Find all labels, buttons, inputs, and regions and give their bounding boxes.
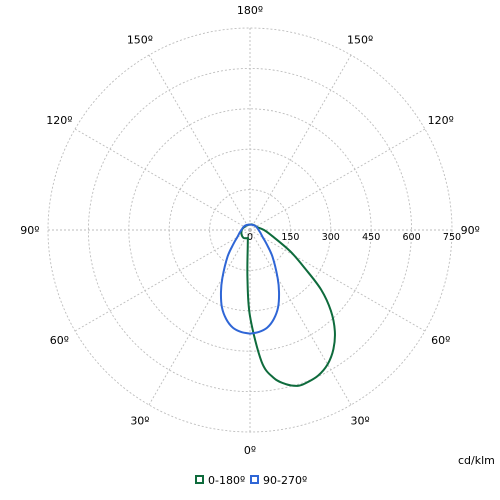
grid-spoke (249, 54, 352, 231)
radial-tick-label: 600 (403, 232, 421, 243)
angle-tick-label: 180º (237, 4, 263, 17)
angle-tick-label: 0º (244, 444, 256, 457)
legend-label: 0-180º (208, 474, 245, 487)
grid-spoke (148, 229, 251, 406)
grid-spoke (148, 54, 251, 231)
series-curve-2 (219, 223, 281, 335)
radial-tick-label: 450 (362, 232, 380, 243)
radial-tick-labels: 0 150 300 450 600 750 (247, 232, 461, 243)
legend-swatch (250, 475, 259, 484)
grid-spoke (249, 229, 352, 406)
grid-spoke (249, 229, 426, 332)
angle-tick-label: 120º (46, 114, 72, 127)
angle-tick-label: 150º (127, 33, 153, 46)
angle-tick-label: 30º (350, 415, 369, 428)
grid-spoke (74, 128, 251, 231)
radial-tick-label: 750 (443, 232, 461, 243)
angle-tick-label: 150º (347, 33, 373, 46)
angle-tick-label: 90º (461, 224, 480, 237)
angle-tick-label: 120º (428, 114, 454, 127)
unit-label: cd/klm (458, 454, 495, 467)
angle-tick-label: 90º (20, 224, 39, 237)
angle-tick-label: 60º (50, 334, 69, 347)
series-curves (219, 223, 336, 387)
angle-tick-label: 60º (431, 334, 450, 347)
radial-tick-label: 300 (322, 232, 340, 243)
legend: 0-180º 90-270º (195, 474, 307, 487)
radial-tick-label: 150 (281, 232, 299, 243)
grid-spoke (249, 128, 426, 231)
legend-label: 90-270º (263, 474, 307, 487)
legend-swatch (195, 475, 204, 484)
grid-spoke (74, 229, 251, 332)
radial-tick-label: 0 (247, 232, 253, 243)
angle-labels: 0º 30º 60º 90º 120º 150º 180º 150º 120º 90º 60º 30º (20, 4, 480, 457)
angle-tick-label: 30º (130, 415, 149, 428)
series-curve-1 (240, 223, 336, 387)
polar-grid (47, 27, 453, 433)
